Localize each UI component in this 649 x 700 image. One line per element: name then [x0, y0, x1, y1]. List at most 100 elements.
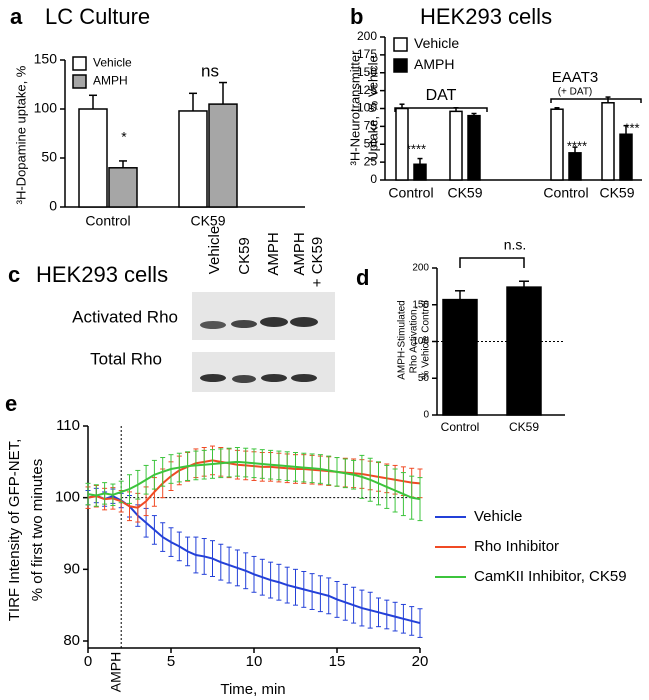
- y-axis-label: % of first two minutes: [29, 459, 46, 602]
- y-tick-label: 100: [55, 489, 80, 506]
- y-axis-label: TIRF Intensity of GFP-NET,: [6, 439, 23, 622]
- lane-label: + CK59: [309, 237, 326, 287]
- lane-label: AMPH: [265, 232, 282, 275]
- blot-image: [192, 352, 335, 392]
- x-tick-label: Control: [441, 420, 480, 434]
- x-tick-label: CK59: [190, 213, 225, 229]
- panel-letter: c: [8, 262, 20, 287]
- y-axis-label: ³H-Neurotransmitter: [347, 50, 362, 166]
- x-tick-label: 15: [329, 653, 346, 670]
- y-tick-label: 0: [370, 172, 377, 186]
- y-tick-label: 25: [364, 154, 378, 168]
- legend-swatch: [393, 37, 408, 52]
- y-axis-label: Uptake, % Vehicle: [365, 55, 380, 161]
- annotation: (+ DAT): [558, 87, 593, 98]
- y-tick-label: 200: [412, 263, 429, 274]
- panel-letter: b: [350, 4, 363, 29]
- legend-label: CamKII Inhibitor, CK59: [474, 568, 627, 585]
- y-tick-label: 150: [412, 299, 429, 310]
- bar: [395, 107, 409, 181]
- bar: [601, 102, 615, 181]
- bar: [178, 110, 208, 208]
- bar: [506, 286, 542, 416]
- annotation: EAAT3: [552, 69, 598, 86]
- y-tick-label: 0: [423, 410, 429, 421]
- x-tick-label: 10: [246, 653, 263, 670]
- annotation: DAT: [426, 87, 457, 104]
- legend-label: AMPH: [414, 56, 454, 72]
- lane-label: AMPH: [291, 232, 308, 275]
- legend-label: Vehicle: [93, 56, 132, 70]
- legend-label: AMPH: [93, 74, 128, 88]
- y-tick-label: 50: [418, 373, 430, 384]
- blot-bands: [200, 317, 318, 383]
- series-line: [87, 494, 421, 625]
- annotation: n.s.: [504, 237, 527, 253]
- x-tick-label: CK59: [599, 185, 634, 201]
- legend-label: Rho Inhibitor: [474, 538, 559, 555]
- annotation: ****: [567, 138, 587, 153]
- annotation: ns: [201, 61, 219, 80]
- y-tick-label: 90: [63, 560, 80, 577]
- bar: [568, 152, 582, 181]
- annotation: ****: [406, 141, 426, 156]
- panel-letter: d: [356, 265, 369, 290]
- bar: [208, 103, 238, 208]
- bar: [550, 108, 564, 181]
- y-tick-label: 100: [357, 101, 377, 115]
- y-tick-label: 0: [49, 198, 57, 214]
- x-axis-label: Time, min: [220, 681, 285, 698]
- y-tick-label: 175: [357, 47, 377, 61]
- lane-label: Vehicle: [206, 226, 223, 274]
- y-tick-label: 80: [63, 632, 80, 649]
- bar: [449, 110, 463, 181]
- dat-bracket: [394, 107, 488, 112]
- bar: [413, 163, 427, 181]
- bar: [619, 133, 633, 181]
- y-tick-label: 200: [357, 29, 377, 43]
- bar: [78, 108, 108, 208]
- legend-swatch: [72, 56, 87, 71]
- y-tick-label: 75: [364, 119, 378, 133]
- ns-bracket: [459, 257, 525, 268]
- x-tick-label: CK59: [509, 420, 539, 434]
- blot-title: HEK293 cells: [36, 262, 168, 287]
- legend-label: Vehicle: [414, 35, 459, 51]
- x-tick-label: 20: [412, 653, 429, 670]
- x-tick-label: Control: [85, 213, 130, 229]
- y-tick-label: 110: [56, 417, 80, 434]
- y-axis-label: Rho Activation,: [409, 307, 420, 374]
- y-axis-label: ³H-Dopamine uptake, %: [13, 65, 28, 204]
- eaat3-bracket: [550, 98, 642, 103]
- chart-title: LC Culture: [45, 4, 150, 29]
- legend-swatch: [393, 58, 408, 73]
- event-label: AMPH: [108, 652, 124, 692]
- row-label: Activated Rho: [72, 307, 178, 326]
- row-label: Total Rho: [90, 349, 162, 368]
- panel-letter: e: [5, 391, 17, 416]
- bar: [442, 298, 478, 416]
- annotation: *: [121, 129, 127, 145]
- chart-title: HEK293 cells: [420, 4, 552, 29]
- y-tick-label: 150: [34, 51, 58, 67]
- legend-swatch: [72, 74, 87, 89]
- y-tick-label: 50: [364, 136, 378, 150]
- blot-image: [192, 292, 335, 340]
- x-tick-label: CK59: [447, 185, 482, 201]
- bar: [467, 114, 481, 181]
- x-tick-label: Control: [388, 185, 433, 201]
- y-tick-label: 100: [34, 100, 58, 116]
- y-axis-label: % Vehicle Control: [421, 301, 432, 380]
- y-tick-label: 50: [41, 149, 57, 165]
- x-tick-label: 5: [167, 653, 175, 670]
- y-tick-label: 150: [357, 65, 377, 79]
- y-tick-label: 125: [357, 83, 377, 97]
- y-tick-label: 100: [412, 336, 429, 347]
- annotation: ***: [624, 120, 639, 135]
- y-axis-label: AMPH-Stimulated: [397, 300, 408, 379]
- bar: [108, 167, 138, 208]
- panel-letter: a: [10, 4, 23, 29]
- legend-label: Vehicle: [474, 508, 522, 525]
- x-tick-label: Control: [543, 185, 588, 201]
